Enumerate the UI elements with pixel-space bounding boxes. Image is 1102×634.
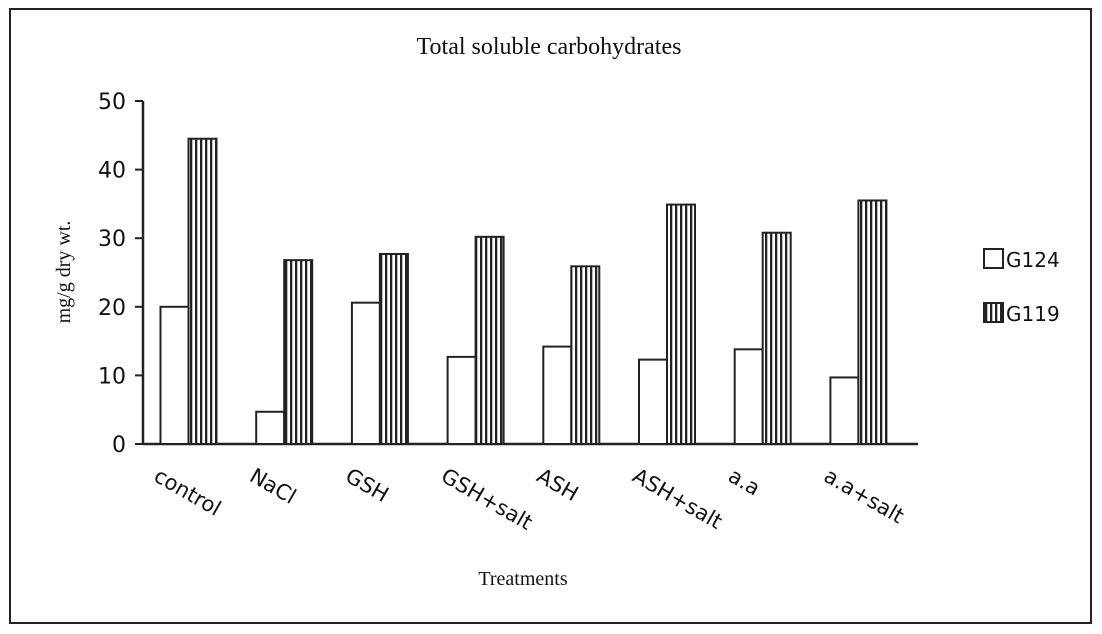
x-tick-label: a.a	[724, 464, 764, 501]
y-tick-label: 20	[98, 296, 126, 321]
bar-g119-6	[761, 231, 792, 445]
bar-g124-6	[733, 348, 764, 445]
bar-g119-3	[474, 235, 505, 445]
y-axis-label: mg/g dry wt.	[53, 221, 75, 324]
legend-label-g124: G124	[1006, 248, 1060, 272]
bar-g119-4	[570, 265, 601, 445]
bars	[159, 137, 888, 446]
bar-g124-1	[255, 410, 286, 445]
bar-g124-4	[542, 345, 573, 446]
bar-g119-1	[283, 259, 314, 446]
y-tick-label: 30	[98, 227, 126, 252]
x-tick-label: ASH+salt	[629, 464, 727, 534]
bar-g124-0	[159, 305, 190, 445]
bar-g124-5	[638, 358, 668, 446]
chart-title: Total soluble carbohydrates	[417, 34, 682, 60]
y-tick-label: 0	[112, 433, 126, 458]
legend-swatch-g124	[983, 248, 1004, 269]
bar-g119-2	[378, 252, 409, 445]
bar-g119-5	[666, 203, 696, 445]
legend: G124 G119	[983, 248, 1060, 326]
x-tick-label: control	[150, 464, 225, 521]
x-tick-label: a.a+salt	[820, 464, 908, 529]
x-tick-label: GSH	[341, 464, 392, 507]
bar-g124-2	[350, 301, 381, 445]
bar-g119-0	[187, 137, 218, 445]
y-tick-label: 50	[98, 90, 126, 115]
bar-g124-7	[829, 376, 860, 446]
y-ticks: 0 10 20 30 40 50	[98, 90, 143, 458]
bar-g119-7	[857, 199, 888, 445]
legend-label-g119: G119	[1006, 302, 1060, 326]
x-axis-label: Treatments	[478, 568, 567, 590]
legend-swatch-g119	[983, 302, 1004, 323]
x-tick-label: GSH+salt	[437, 464, 536, 535]
y-tick-label: 40	[98, 159, 126, 184]
x-tick-label: ASH	[533, 464, 583, 507]
y-tick-label: 10	[98, 364, 126, 389]
bar-g124-3	[446, 355, 477, 445]
x-tick-label: NaCl	[246, 464, 301, 509]
